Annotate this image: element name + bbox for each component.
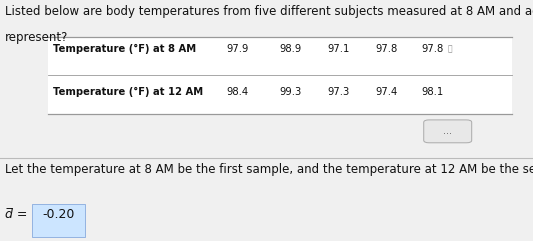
FancyBboxPatch shape	[424, 120, 472, 143]
Text: Listed below are body temperatures from five different subjects measured at 8 AM: Listed below are body temperatures from …	[5, 5, 533, 18]
Text: 97.8: 97.8	[376, 44, 398, 54]
Text: Let the temperature at 8 AM be the first sample, and the temperature at 12 AM be: Let the temperature at 8 AM be the first…	[5, 163, 533, 176]
Text: 97.1: 97.1	[328, 44, 350, 54]
Text: …: …	[443, 127, 452, 136]
Text: d̅ =: d̅ =	[5, 208, 28, 221]
Text: 97.8: 97.8	[421, 44, 443, 54]
Text: 97.9: 97.9	[227, 44, 249, 54]
Text: Temperature (°F) at 12 AM: Temperature (°F) at 12 AM	[53, 87, 204, 97]
Text: represent?: represent?	[5, 31, 69, 44]
Text: Temperature (°F) at 8 AM: Temperature (°F) at 8 AM	[53, 44, 197, 54]
FancyBboxPatch shape	[32, 204, 85, 237]
Text: -0.20: -0.20	[43, 208, 75, 221]
Text: 97.4: 97.4	[376, 87, 398, 97]
Text: 98.9: 98.9	[280, 44, 302, 54]
Text: ⎙: ⎙	[448, 44, 453, 53]
Text: 97.3: 97.3	[328, 87, 350, 97]
Text: 98.4: 98.4	[227, 87, 249, 97]
Text: 99.3: 99.3	[280, 87, 302, 97]
Bar	[48, 37, 512, 114]
Text: 98.1: 98.1	[421, 87, 443, 97]
